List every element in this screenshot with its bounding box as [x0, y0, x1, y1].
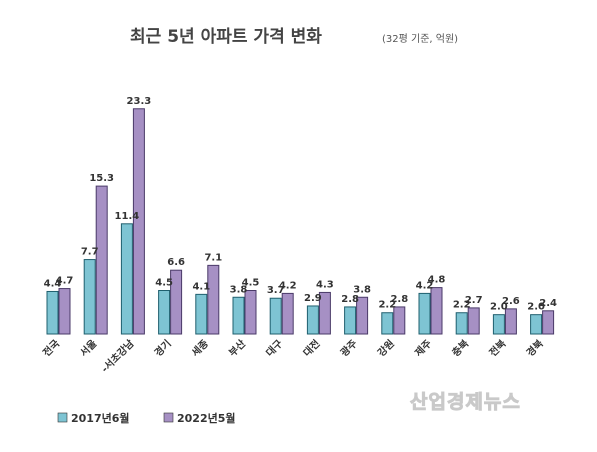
legend-label-2017: 2017년6월: [71, 411, 130, 425]
bar-2017-3: [158, 290, 171, 335]
bar-2017-9: [381, 312, 394, 335]
category-label-13: 경북: [524, 337, 546, 359]
chart-subtitle: (32평 기준, 억원): [382, 33, 458, 45]
bar-2022-0: [58, 288, 71, 335]
category-label-12: 전북: [486, 337, 508, 359]
bar-2017-12: [492, 314, 505, 335]
value-label-2017-2: 11.4: [115, 211, 140, 222]
category-label-3: 경기: [152, 337, 174, 359]
bar-2022-5: [244, 290, 257, 335]
value-label-2022-8: 3.8: [353, 284, 371, 295]
bar-2017-4: [195, 293, 208, 335]
value-label-2017-11: 2.2: [453, 300, 471, 311]
value-label-2022-1: 15.3: [89, 173, 114, 184]
category-label-4: 세종: [189, 337, 211, 359]
bar-2022-2: [132, 108, 145, 335]
category-label-0: 전국: [40, 337, 62, 359]
value-label-2022-12: 2.6: [502, 296, 520, 307]
category-labels-group: 전국 서울 -서초강남 경기 세종 부산 대구 대전 광주 강원 제주 충북 전북 경북: [40, 336, 546, 375]
category-label-7: 대전: [300, 337, 322, 359]
category-label-5: 부산: [226, 336, 249, 359]
value-labels-group: 4.44.77.715.311.423.34.56.64.17.13.84.53…: [44, 96, 557, 313]
value-label-2017-1: 7.7: [81, 247, 99, 258]
value-label-2017-12: 2.0: [490, 302, 508, 313]
bar-2022-8: [356, 296, 369, 335]
value-label-2022-3: 6.6: [167, 257, 185, 268]
bar-2017-5: [232, 296, 245, 335]
category-label-8: 광주: [338, 338, 360, 360]
value-label-2022-0: 4.7: [56, 276, 74, 287]
category-label-9: 강원: [375, 337, 397, 359]
value-label-2022-7: 4.3: [316, 279, 334, 290]
bar-2022-13: [542, 310, 555, 335]
category-label-2: -서초강남: [98, 336, 137, 375]
value-label-2022-6: 4.2: [279, 280, 297, 291]
legend-swatch-2017: [57, 412, 68, 423]
value-label-2022-4: 7.1: [204, 252, 222, 263]
bar-2022-12: [504, 308, 517, 335]
bar-2017-6: [269, 297, 282, 335]
bars-group: [46, 108, 555, 335]
value-label-2022-11: 2.7: [465, 295, 483, 306]
value-label-2017-10: 4.2: [416, 280, 434, 291]
value-label-2017-3: 4.5: [155, 278, 173, 289]
value-label-2022-5: 4.5: [242, 278, 260, 289]
bar-2017-8: [344, 306, 357, 335]
watermark: 산업경제뉴스: [410, 391, 521, 413]
bar-2022-4: [207, 264, 220, 335]
bar-2022-3: [170, 269, 183, 335]
value-label-2017-0: 4.4: [44, 278, 62, 289]
bar-2017-11: [455, 312, 468, 335]
bar-2017-10: [418, 292, 431, 335]
value-label-2022-10: 4.8: [428, 275, 446, 286]
legend-label-2022: 2022년5월: [177, 411, 236, 425]
bar-2017-0: [46, 290, 59, 335]
bar-2017-13: [530, 314, 543, 335]
value-label-2017-8: 2.8: [341, 294, 359, 305]
bar-2022-11: [467, 307, 480, 335]
bar-2022-1: [95, 185, 108, 335]
category-label-11: 충북: [449, 337, 471, 359]
value-label-2017-6: 3.7: [267, 285, 285, 296]
value-label-2022-9: 2.8: [390, 294, 408, 305]
legend-swatch-2022: [163, 412, 174, 423]
value-label-2017-4: 4.1: [192, 281, 210, 292]
bar-2017-7: [306, 305, 319, 335]
category-label-10: 제주: [412, 337, 434, 359]
value-label-2017-5: 3.8: [230, 284, 248, 295]
bar-2022-7: [318, 291, 331, 335]
value-label-2017-9: 2.2: [378, 300, 396, 311]
bar-2017-2: [120, 223, 133, 335]
bar-2022-10: [430, 287, 443, 335]
bar-2022-9: [393, 306, 406, 335]
value-label-2017-13: 2.0: [527, 302, 545, 313]
legend: 2017년6월 2022년5월: [57, 411, 236, 425]
value-label-2022-13: 2.4: [539, 298, 557, 309]
chart-title: 최근 5년 아파트 가격 변화: [130, 27, 322, 47]
value-label-2017-7: 2.9: [304, 293, 322, 304]
category-label-6: 대구: [263, 337, 285, 359]
bar-2022-6: [281, 292, 294, 335]
bar-2017-1: [83, 259, 96, 335]
value-label-2022-2: 23.3: [127, 96, 152, 107]
category-label-1: 서울: [77, 337, 99, 359]
